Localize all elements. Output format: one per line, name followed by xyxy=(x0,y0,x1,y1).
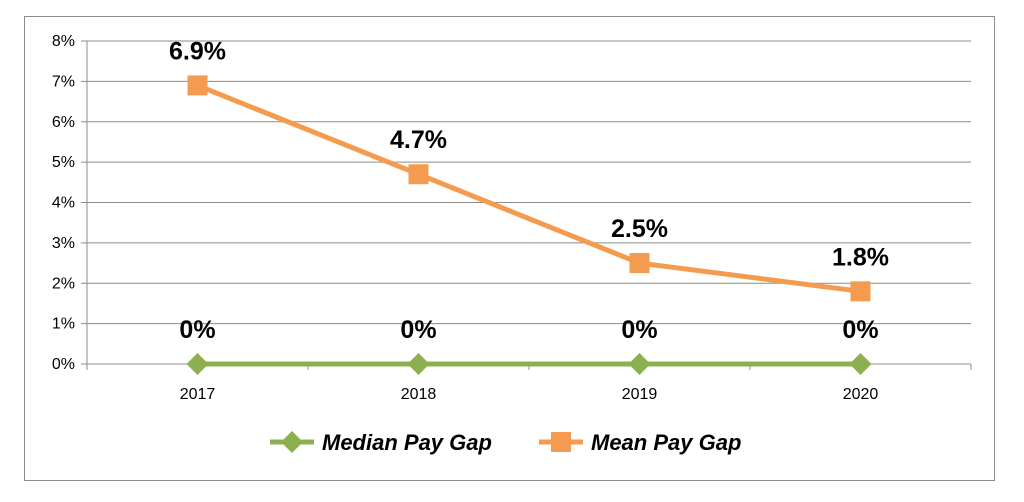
median-pay-gap-point xyxy=(407,353,430,375)
mean-pay-gap-point xyxy=(408,164,429,185)
series xyxy=(186,75,872,375)
median-pay-gap-data-label: 0% xyxy=(179,316,215,344)
x-tick-label: 2017 xyxy=(180,386,216,403)
mean-pay-gap-data-label: 1.8% xyxy=(832,243,889,271)
median-pay-gap-data-label: 0% xyxy=(400,316,436,344)
mean-pay-gap-data-label: 2.5% xyxy=(611,215,668,243)
legend-label: Mean Pay Gap xyxy=(591,430,741,455)
median-pay-gap-data-label: 0% xyxy=(842,316,878,344)
mean-pay-gap-point xyxy=(629,253,650,274)
median-pay-gap-point xyxy=(628,353,651,375)
y-tick-label: 0% xyxy=(52,356,75,373)
chart-frame xyxy=(24,16,995,481)
y-tick-label: 5% xyxy=(52,154,75,171)
y-tick-label: 1% xyxy=(52,316,75,333)
y-tick-label: 8% xyxy=(52,33,75,50)
y-tick-label: 4% xyxy=(52,195,75,212)
x-tick-label: 2018 xyxy=(401,386,437,403)
legend: Median Pay Gap Mean Pay Gap xyxy=(270,430,741,455)
legend-item-median-pay-gap: Median Pay Gap xyxy=(270,430,492,455)
median-pay-gap-data-label: 0% xyxy=(621,316,657,344)
y-tick-label: 3% xyxy=(52,235,75,252)
median-pay-gap-point xyxy=(849,353,872,375)
x-tick-label: 2019 xyxy=(622,386,658,403)
y-tick-label: 7% xyxy=(52,73,75,90)
legend-item-mean-pay-gap: Mean Pay Gap xyxy=(539,430,741,455)
median-pay-gap-point xyxy=(186,353,209,375)
y-tick-label: 2% xyxy=(52,275,75,292)
gridlines xyxy=(87,40,971,325)
data-labels: 0% 0% 0% 0% 6.9% 4.7% 2.5% 1.8% xyxy=(169,37,889,344)
legend-marker xyxy=(551,432,571,452)
mean-pay-gap-data-label: 6.9% xyxy=(169,37,226,65)
legend-marker xyxy=(281,431,303,453)
mean-pay-gap-point xyxy=(187,75,208,96)
legend-label: Median Pay Gap xyxy=(322,430,492,455)
x-tick-label: 2020 xyxy=(843,386,879,403)
y-tick-label: 6% xyxy=(52,114,75,131)
mean-pay-gap-line xyxy=(195,82,863,294)
mean-pay-gap-point xyxy=(850,281,871,302)
mean-pay-gap-data-label: 4.7% xyxy=(390,126,447,154)
